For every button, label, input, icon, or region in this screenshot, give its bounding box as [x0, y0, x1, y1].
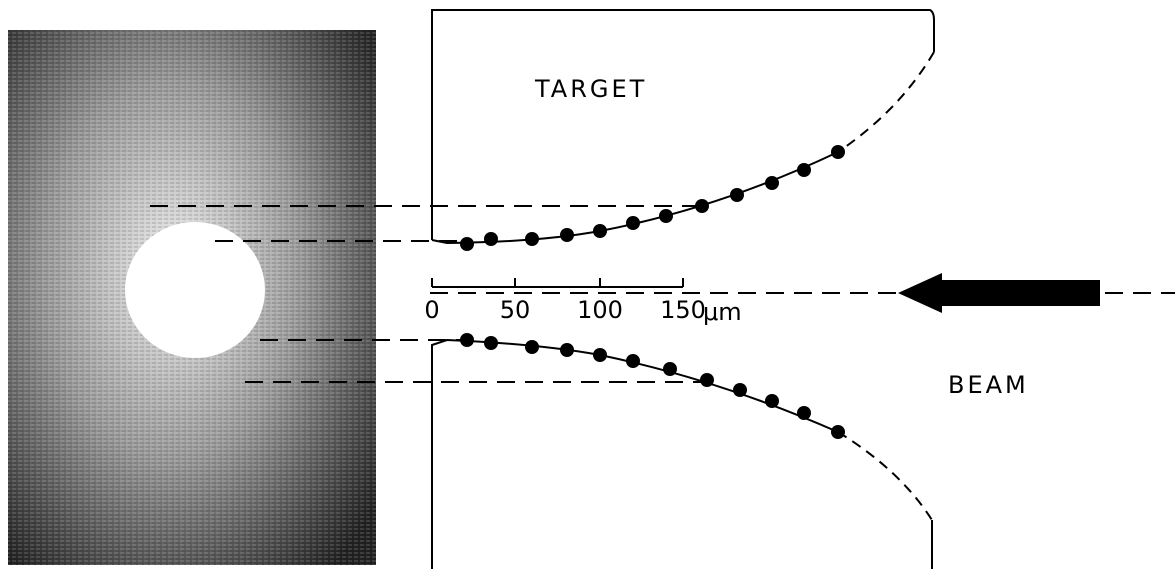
scale-label: 150	[660, 296, 706, 324]
target-outline	[432, 10, 934, 569]
page: {"labels": {"target": "TARGET", "beam": …	[0, 0, 1175, 569]
scale-bar	[432, 278, 683, 287]
figure: 0 50 100 150 μm TARGET BEAM	[0, 0, 1175, 569]
scale-label: 100	[577, 296, 623, 324]
scale-label: 50	[500, 296, 531, 324]
photo	[8, 30, 376, 565]
scale-unit: μm	[703, 298, 742, 326]
scale-label: 0	[424, 296, 439, 324]
beam-label: BEAM	[948, 371, 1029, 399]
target-label: TARGET	[534, 75, 647, 103]
beam-arrow	[898, 273, 1100, 313]
